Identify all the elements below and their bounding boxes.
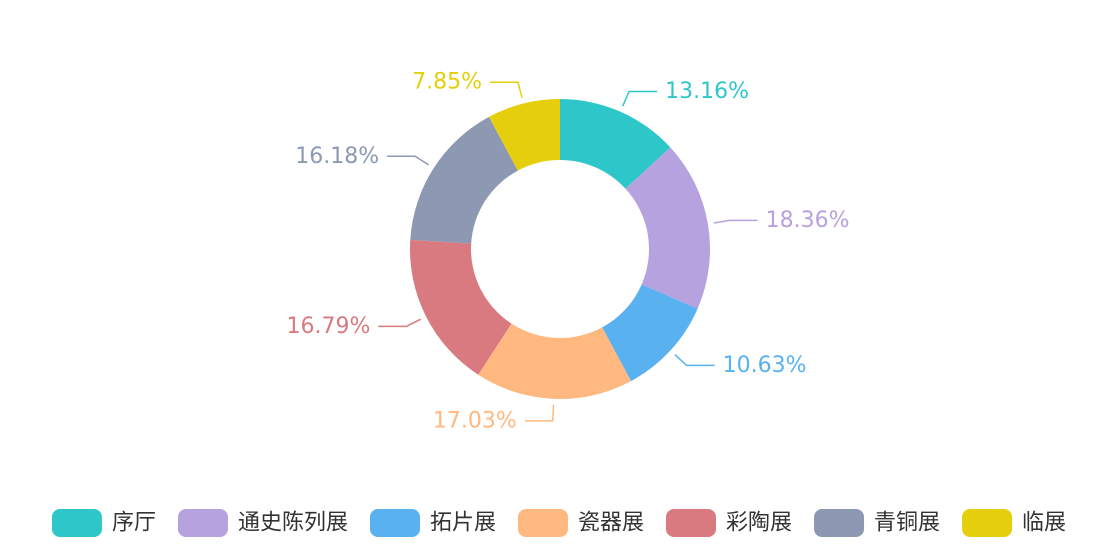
percent-labels: 13.16% 18.36% 10.63% 17.03% 16.79% 16.18% 7.85… <box>286 70 849 434</box>
percent-label-2: 18.36% <box>766 208 850 233</box>
legend-swatch-7 <box>962 509 1013 537</box>
legend-item-3[interactable]: 拓片展 <box>369 509 496 537</box>
legend-label-1: 序厅 <box>112 511 156 536</box>
leader-line-2 <box>713 219 758 224</box>
legend-swatch-3 <box>369 509 420 537</box>
legend-item-1[interactable]: 序厅 <box>51 509 156 537</box>
legend-label-5: 彩陶展 <box>726 511 792 536</box>
legend-label-2: 通史陈列展 <box>238 511 348 536</box>
leader-lines <box>378 81 758 422</box>
legend: 序厅 通史陈列展 拓片展 瓷器展 彩陶展 青铜展 临展 <box>51 509 1066 537</box>
legend-item-7[interactable]: 临展 <box>962 509 1066 537</box>
leader-line-1 <box>621 90 658 107</box>
percent-label-1: 13.16% <box>665 79 749 104</box>
percent-label-7: 7.85% <box>412 70 482 95</box>
percent-label-3: 10.63% <box>723 353 807 378</box>
legend-label-7: 临展 <box>1022 511 1066 536</box>
legend-item-6[interactable]: 青铜展 <box>814 509 940 537</box>
leader-line-5 <box>378 318 422 328</box>
percent-label-4: 17.03% <box>433 408 517 433</box>
slice-2[interactable] <box>625 147 710 309</box>
legend-swatch-2 <box>177 509 228 537</box>
slice-7[interactable] <box>488 99 560 171</box>
leader-line-6 <box>387 155 430 166</box>
legend-label-4: 瓷器展 <box>578 511 644 536</box>
percent-label-6: 16.18% <box>295 144 379 169</box>
legend-swatch-1 <box>51 509 102 537</box>
slice-3[interactable] <box>602 284 698 382</box>
slice-4[interactable] <box>478 323 632 399</box>
slice-5[interactable] <box>410 239 512 375</box>
legend-item-5[interactable]: 彩陶展 <box>666 509 792 537</box>
donut-slices <box>410 99 710 399</box>
legend-swatch-6 <box>814 509 865 537</box>
leader-line-4 <box>524 404 555 422</box>
legend-label-3: 拓片展 <box>430 511 496 536</box>
leader-line-3 <box>674 354 715 367</box>
leader-line-7 <box>490 81 523 98</box>
legend-swatch-5 <box>666 509 717 537</box>
slice-1[interactable] <box>560 99 671 189</box>
legend-label-6: 青铜展 <box>874 511 940 536</box>
legend-item-4[interactable]: 瓷器展 <box>517 509 644 537</box>
slice-6[interactable] <box>410 116 518 244</box>
percent-label-5: 16.79% <box>286 314 370 339</box>
legend-item-2[interactable]: 通史陈列展 <box>177 509 348 537</box>
legend-swatch-4 <box>517 509 568 537</box>
